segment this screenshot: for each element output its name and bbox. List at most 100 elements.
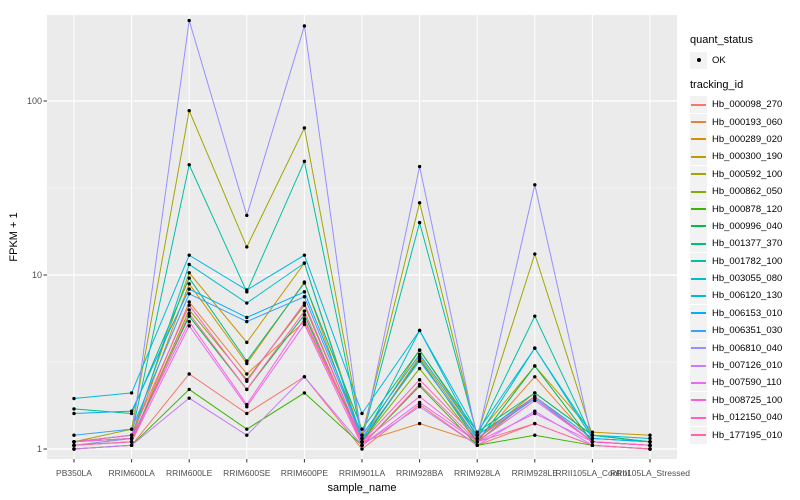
- legend-item-label: Hb_006810_040: [712, 342, 783, 354]
- data-point: [187, 311, 191, 316]
- legend-item-Hb_007126_010[interactable]: Hb_007126_010: [690, 357, 798, 375]
- series-color-key: [690, 217, 707, 235]
- data-point: [533, 421, 537, 426]
- legend-title-quant-status: quant_status: [690, 34, 753, 46]
- data-point: [72, 396, 76, 401]
- data-point: [417, 421, 422, 426]
- data-point: [245, 411, 249, 416]
- data-point: [187, 18, 191, 23]
- series-color-key: [690, 287, 707, 305]
- data-point: [302, 375, 307, 379]
- legend-item-Hb_008725_100[interactable]: Hb_008725_100: [690, 391, 798, 409]
- data-point: [129, 436, 134, 441]
- series-color-key: [690, 391, 707, 409]
- legend-item-Hb_000193_060[interactable]: Hb_000193_060: [690, 113, 798, 131]
- legend-item-Hb_003055_080[interactable]: Hb_003055_080: [690, 270, 798, 288]
- data-point: [187, 387, 191, 392]
- legend-item-Hb_001377_370[interactable]: Hb_001377_370: [690, 235, 798, 253]
- series-color-key: [690, 409, 707, 427]
- y-tick-label: 1: [36, 444, 42, 454]
- legend-item-Hb_001782_100[interactable]: Hb_001782_100: [690, 252, 798, 270]
- data-point: [187, 314, 191, 318]
- legend-item-ok-label: OK: [712, 54, 726, 66]
- data-point: [72, 440, 76, 444]
- y-tick-label: 100: [26, 96, 42, 106]
- series-line-icon: [691, 329, 706, 332]
- data-point: [475, 430, 479, 434]
- data-point: [590, 433, 595, 437]
- data-point: [302, 322, 307, 327]
- series-line-icon: [691, 173, 706, 176]
- data-point: [245, 340, 249, 345]
- data-point: [187, 253, 191, 257]
- legend-item-Hb_000098_270[interactable]: Hb_000098_270: [690, 96, 798, 114]
- legend-item-Hb_000862_050[interactable]: Hb_000862_050: [690, 183, 798, 201]
- data-point: [245, 288, 249, 292]
- legend-item-Hb_000592_100[interactable]: Hb_000592_100: [690, 165, 798, 183]
- series-line-icon: [691, 138, 706, 141]
- series-color-key: [690, 113, 707, 131]
- legend-item-ok[interactable]: OK: [690, 51, 798, 69]
- legend-item-label: Hb_000592_100: [712, 168, 783, 180]
- data-point: [245, 402, 249, 407]
- data-point: [533, 409, 537, 413]
- series-color-key: [690, 165, 707, 183]
- legend-item-label: Hb_001782_100: [712, 255, 783, 267]
- series-line-icon: [691, 294, 706, 297]
- data-point: [187, 319, 191, 324]
- legend-item-label: Hb_000289_020: [712, 133, 783, 145]
- legend-item-Hb_006120_130[interactable]: Hb_006120_130: [690, 287, 798, 305]
- series-line-icon: [691, 434, 706, 437]
- ok-point-key: [690, 51, 707, 69]
- data-point: [360, 440, 364, 444]
- data-point: [245, 433, 249, 437]
- series-color-key: [690, 96, 707, 114]
- legend-item-label: Hb_006351_030: [712, 325, 783, 337]
- data-point: [648, 443, 652, 448]
- data-point: [129, 411, 134, 416]
- series-color-key: [690, 304, 707, 322]
- data-point: [187, 396, 191, 400]
- legend-item-Hb_000300_190[interactable]: Hb_000300_190: [690, 148, 798, 166]
- series-color-key: [690, 183, 707, 201]
- data-point: [648, 440, 652, 444]
- legend-item-Hb_012150_040[interactable]: Hb_012150_040: [690, 409, 798, 427]
- legend-item-Hb_000996_040[interactable]: Hb_000996_040: [690, 217, 798, 235]
- x-tick-label: RRIM928LA: [454, 468, 501, 478]
- legend-item-label: Hb_007590_110: [712, 377, 782, 389]
- series-line-icon: [691, 312, 706, 315]
- data-point: [360, 443, 364, 448]
- series-line-icon: [691, 277, 706, 280]
- series-color-key: [690, 200, 707, 218]
- series-color-key: [690, 322, 707, 340]
- data-point: [187, 292, 191, 296]
- legend-item-Hb_000878_120[interactable]: Hb_000878_120: [690, 200, 798, 218]
- data-point: [245, 315, 249, 320]
- series-line-icon: [691, 260, 706, 263]
- legend-tracking-items: Hb_000098_270 Hb_000193_060 Hb_000289_020 H…: [690, 96, 798, 444]
- legend: quant_status OK tracking_id Hb_000098_27…: [690, 33, 798, 444]
- data-point: [360, 433, 364, 437]
- x-tick-label: PB350LA: [56, 468, 92, 478]
- legend-item-label: Hb_003055_080: [712, 273, 783, 285]
- data-point: [475, 433, 479, 437]
- legend-item-Hb_006810_040[interactable]: Hb_006810_040: [690, 339, 798, 357]
- legend-item-Hb_006153_010[interactable]: Hb_006153_010: [690, 304, 798, 322]
- data-point: [129, 391, 134, 395]
- data-point: [533, 375, 537, 379]
- legend-item-Hb_006351_030[interactable]: Hb_006351_030: [690, 322, 798, 340]
- legend-item-Hb_000289_020[interactable]: Hb_000289_020: [690, 130, 798, 148]
- legend-item-label: Hb_000996_040: [712, 220, 783, 232]
- legend-item-Hb_007590_110[interactable]: Hb_007590_110: [690, 374, 798, 392]
- data-point: [245, 213, 249, 218]
- series-line-icon: [691, 381, 706, 384]
- data-point: [72, 443, 76, 448]
- series-color-key: [690, 130, 707, 148]
- data-point: [302, 309, 307, 313]
- data-point: [417, 366, 422, 371]
- data-point: [648, 433, 652, 437]
- legend-item-Hb_177195_010[interactable]: Hb_177195_010: [690, 426, 798, 444]
- data-point: [533, 346, 537, 350]
- legend-item-label: Hb_000098_270: [712, 99, 783, 111]
